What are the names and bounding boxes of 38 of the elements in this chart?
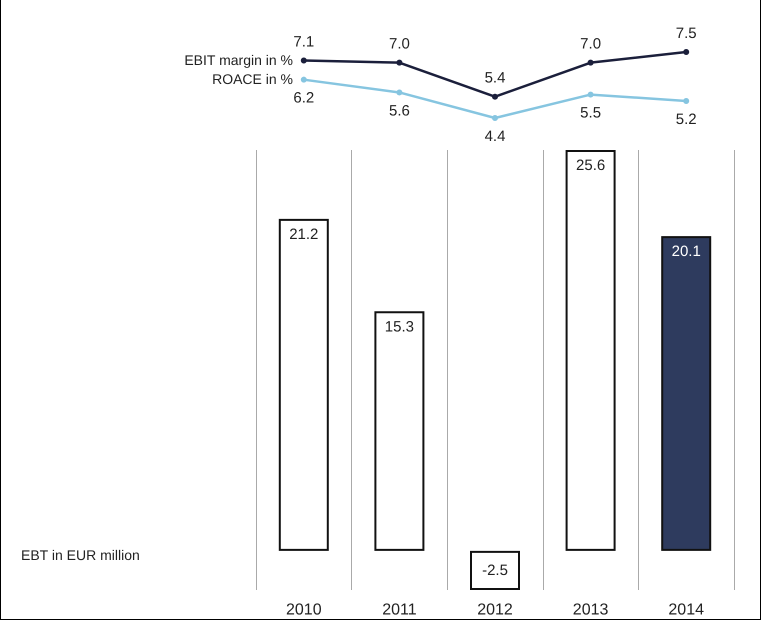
point <box>492 115 498 121</box>
data-label: 7.5 <box>676 25 697 42</box>
bar <box>661 236 712 551</box>
data-label: 25.6 <box>576 157 606 174</box>
bar <box>470 550 520 590</box>
data-label: 5.2 <box>676 110 697 128</box>
data-label: 15.3 <box>384 318 414 336</box>
bar <box>278 218 329 551</box>
x-tick-label: 2013 <box>572 602 608 618</box>
point <box>588 92 594 98</box>
point <box>683 49 690 55</box>
data-label: 4.4 <box>484 128 506 145</box>
x-tick-label: 2014 <box>668 602 704 618</box>
point <box>300 58 307 64</box>
point <box>300 76 307 83</box>
point <box>492 94 498 100</box>
data-label: 6.2 <box>293 90 314 107</box>
bar <box>374 311 424 551</box>
series-label: EBIT margin in % <box>184 52 293 68</box>
data-label: 5.5 <box>580 104 602 122</box>
data-label: -2.5 <box>482 562 508 579</box>
point <box>396 89 402 96</box>
data-label: 20.1 <box>672 243 701 260</box>
data-label: 5.6 <box>388 102 410 120</box>
x-tick-label: 2011 <box>382 602 417 618</box>
point <box>588 60 594 66</box>
point <box>396 60 402 66</box>
series-label: ROACE in % <box>212 71 293 87</box>
text: EBT in EUR million <box>21 547 140 563</box>
data-label: 21.2 <box>289 226 318 243</box>
x-tick-label: 2010 <box>286 602 322 618</box>
point <box>683 98 690 104</box>
data-label: 5.4 <box>484 70 506 87</box>
data-label: 7.0 <box>388 36 410 53</box>
x-tick-label: 2012 <box>477 602 513 618</box>
data-label: 7.1 <box>293 34 314 51</box>
bar <box>566 150 616 551</box>
data-label: 7.0 <box>580 36 602 53</box>
